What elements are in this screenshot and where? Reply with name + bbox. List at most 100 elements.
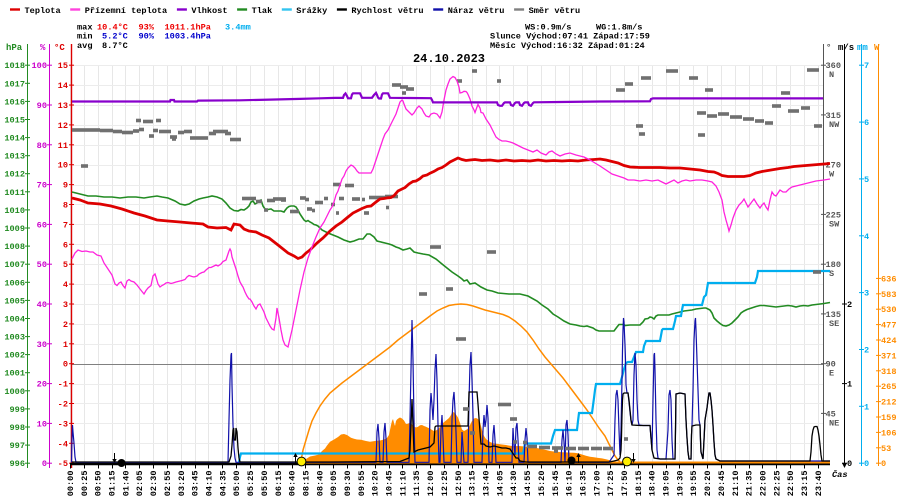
- svg-text:1007: 1007: [4, 260, 25, 270]
- svg-text:0: 0: [847, 459, 852, 469]
- svg-text:13: 13: [58, 101, 68, 111]
- svg-text:18:40: 18:40: [648, 471, 658, 497]
- svg-text:40: 40: [37, 300, 47, 310]
- svg-text:90: 90: [826, 360, 836, 370]
- svg-text:15:20: 15:20: [537, 471, 547, 497]
- svg-text:Náraz větru: Náraz větru: [448, 6, 505, 16]
- svg-text:1004: 1004: [4, 315, 25, 325]
- svg-text:WS:0.9m/s: WS:0.9m/s: [525, 23, 571, 33]
- svg-text:1: 1: [847, 380, 852, 390]
- svg-text:00:00: 00:00: [66, 471, 76, 497]
- svg-text:hPa: hPa: [6, 43, 23, 53]
- svg-text:1011: 1011: [4, 188, 25, 198]
- svg-text:318: 318: [881, 367, 896, 377]
- svg-text:18:15: 18:15: [634, 471, 644, 497]
- svg-text:Teplota: Teplota: [25, 6, 61, 16]
- svg-text:90: 90: [37, 101, 47, 111]
- svg-text:N: N: [829, 70, 834, 80]
- svg-text:m/s: m/s: [838, 43, 854, 53]
- svg-text:max: max: [77, 23, 92, 33]
- svg-text:13:40: 13:40: [482, 471, 492, 497]
- svg-text:00:50: 00:50: [94, 471, 104, 497]
- svg-text:45: 45: [826, 409, 836, 419]
- svg-text:04:10: 04:10: [205, 471, 215, 497]
- svg-text:1008: 1008: [4, 242, 25, 252]
- svg-text:212: 212: [881, 398, 896, 408]
- svg-text:23:40: 23:40: [814, 471, 824, 497]
- svg-text:998: 998: [10, 423, 25, 433]
- svg-text:636: 636: [881, 274, 896, 284]
- svg-text:20:20: 20:20: [703, 471, 713, 497]
- svg-text:8.7°C: 8.7°C: [102, 41, 128, 51]
- svg-text:Vlhkost: Vlhkost: [191, 6, 227, 16]
- svg-text:Tlak: Tlak: [252, 6, 273, 16]
- svg-text:0: 0: [63, 360, 68, 370]
- svg-text:min: min: [77, 32, 92, 42]
- svg-text:14: 14: [58, 81, 68, 91]
- svg-text:90%: 90%: [139, 32, 155, 42]
- svg-text:1012: 1012: [4, 170, 25, 180]
- svg-text:5: 5: [864, 175, 869, 185]
- svg-text:1003.4hPa: 1003.4hPa: [165, 32, 211, 42]
- svg-text:23:15: 23:15: [800, 471, 810, 497]
- svg-text:10:45: 10:45: [385, 471, 395, 497]
- svg-text:3: 3: [63, 300, 68, 310]
- svg-text:424: 424: [881, 336, 896, 346]
- svg-text:16:10: 16:10: [565, 471, 575, 497]
- svg-text:1011.1hPa: 1011.1hPa: [165, 23, 211, 33]
- svg-text:06:15: 06:15: [274, 471, 284, 497]
- svg-text:265: 265: [881, 382, 896, 392]
- svg-text:Směr větru: Směr větru: [529, 6, 581, 16]
- svg-text:1015: 1015: [4, 116, 25, 126]
- svg-text:7: 7: [63, 220, 68, 230]
- svg-text:SE: SE: [829, 319, 839, 329]
- svg-text:15: 15: [58, 61, 68, 71]
- svg-text:17:25: 17:25: [606, 471, 616, 497]
- svg-text:6: 6: [63, 240, 68, 250]
- svg-text:80: 80: [37, 141, 47, 151]
- svg-text:21:35: 21:35: [745, 471, 755, 497]
- svg-text:mm: mm: [857, 43, 868, 53]
- svg-text:11: 11: [58, 141, 68, 151]
- svg-text:0: 0: [881, 459, 886, 469]
- svg-text:1010: 1010: [4, 206, 25, 216]
- svg-text:270: 270: [826, 161, 841, 171]
- svg-text:08:15: 08:15: [301, 471, 311, 497]
- svg-text:-2: -2: [58, 400, 68, 410]
- svg-text:5.2°C: 5.2°C: [102, 32, 128, 42]
- svg-text:1: 1: [864, 402, 869, 412]
- svg-text:477: 477: [881, 321, 896, 331]
- svg-text:4: 4: [63, 280, 68, 290]
- svg-text:1014: 1014: [4, 134, 25, 144]
- svg-text:09:30: 09:30: [343, 471, 353, 497]
- svg-text:2: 2: [847, 300, 852, 310]
- svg-text:6: 6: [864, 118, 869, 128]
- svg-text:1006: 1006: [4, 278, 25, 288]
- svg-text:S: S: [829, 269, 834, 279]
- svg-text:14:05: 14:05: [495, 471, 505, 497]
- svg-text:50: 50: [37, 260, 47, 270]
- svg-text:14:30: 14:30: [509, 471, 519, 497]
- svg-text:1: 1: [63, 340, 68, 350]
- svg-text:05:00: 05:00: [232, 471, 242, 497]
- svg-text:19:30: 19:30: [675, 471, 685, 497]
- svg-text:-5: -5: [58, 459, 68, 469]
- svg-text:3.4mm: 3.4mm: [225, 23, 251, 33]
- svg-text:0: 0: [864, 459, 869, 469]
- svg-text:-3: -3: [58, 419, 68, 429]
- svg-text:06:40: 06:40: [288, 471, 298, 497]
- svg-text:1017: 1017: [4, 79, 25, 89]
- svg-text:2: 2: [864, 346, 869, 356]
- svg-text:19:55: 19:55: [689, 471, 699, 497]
- svg-text:Přízemní teplota: Přízemní teplota: [85, 6, 168, 16]
- svg-text:Čas: Čas: [832, 469, 847, 480]
- svg-text:08:40: 08:40: [315, 471, 325, 497]
- svg-text:12:50: 12:50: [454, 471, 464, 497]
- svg-text:21:10: 21:10: [731, 471, 741, 497]
- svg-text:12:25: 12:25: [440, 471, 450, 497]
- svg-text:15:45: 15:45: [551, 471, 561, 497]
- svg-text:05:25: 05:25: [246, 471, 256, 497]
- svg-text:02:30: 02:30: [149, 471, 159, 497]
- svg-text:530: 530: [881, 305, 896, 315]
- svg-text:1009: 1009: [4, 224, 25, 234]
